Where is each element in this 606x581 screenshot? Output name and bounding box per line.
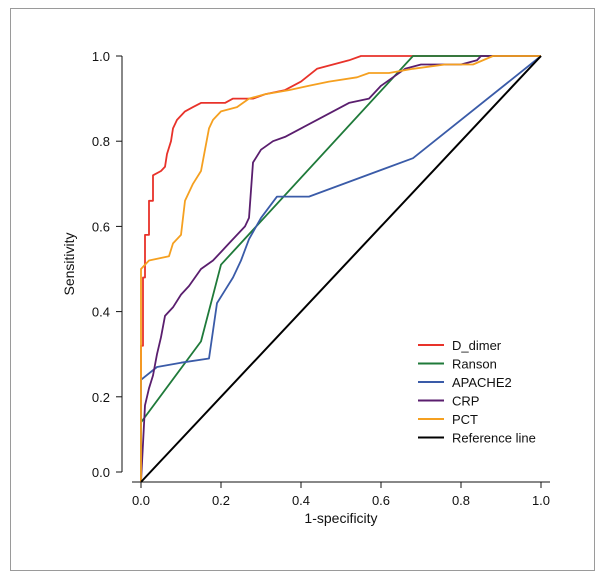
y-axis-label: Sensitivity <box>61 232 77 295</box>
axes <box>121 56 550 483</box>
y-tick-label: 0.6 <box>92 219 110 234</box>
x-tick-label: 0.4 <box>292 493 310 508</box>
series-line-d-dimer <box>140 55 541 482</box>
series-line-crp <box>140 55 541 483</box>
legend: D_dimer Ranson APACHE2 CRP PCT Reference line <box>418 338 536 446</box>
y-tick-label: 0.2 <box>92 390 110 405</box>
x-tick-label: 0.8 <box>452 493 470 508</box>
x-tick-label: 1.0 <box>532 493 550 508</box>
y-tick-label: 0.8 <box>92 134 110 149</box>
x-tick-label: 0.2 <box>212 493 230 508</box>
x-tick-label: 0.0 <box>132 493 150 508</box>
y-tick-label: 1.0 <box>92 49 110 64</box>
series-line-apache2 <box>140 55 542 482</box>
x-tick-label: 0.6 <box>372 493 390 508</box>
series-lines <box>140 55 542 483</box>
series-line-reference-line <box>140 55 542 483</box>
y-tick-label: 0.4 <box>92 305 110 320</box>
legend-label-crp: CRP <box>452 394 479 409</box>
series-line-pct <box>140 55 541 482</box>
legend-label-ranson: Ranson <box>452 357 497 372</box>
legend-label-reference-line: Reference line <box>452 431 536 446</box>
ticks: 0.0 0.2 0.4 0.6 0.8 1.0 0.0 0.2 0.4 0.6 0.8 1.0 <box>92 49 550 508</box>
legend-label-apache2: APACHE2 <box>452 375 512 390</box>
x-axis-label: 1-specificity <box>304 510 377 526</box>
legend-label-pct: PCT <box>452 412 478 427</box>
legend-label-d-dimer: D_dimer <box>452 338 502 353</box>
y-tick-label: 0.0 <box>92 465 110 480</box>
